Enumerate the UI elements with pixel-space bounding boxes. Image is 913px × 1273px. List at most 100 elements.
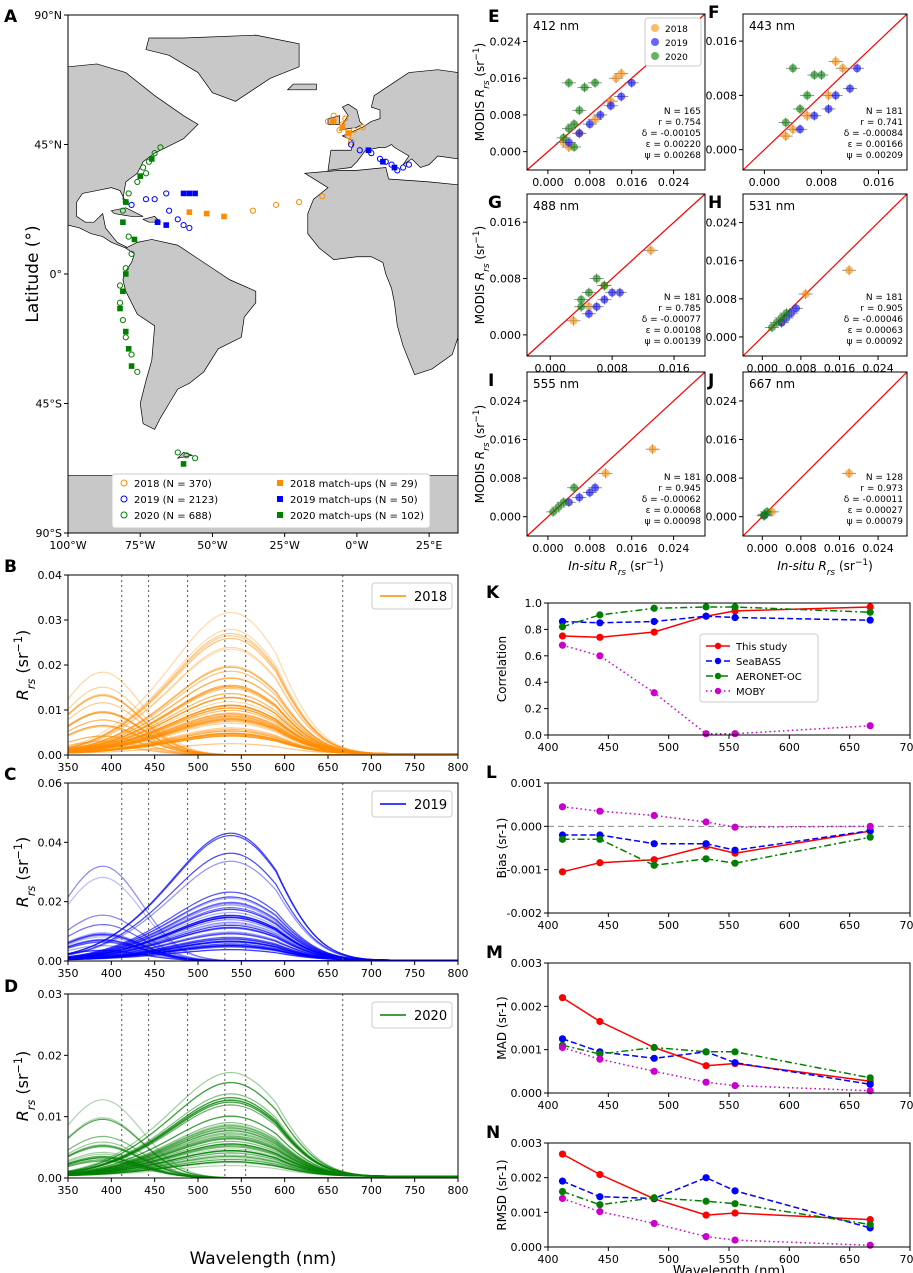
series-point-moby [596, 1055, 604, 1063]
map-ytick-label: 45°N [34, 139, 62, 152]
series-point-this-study [650, 628, 658, 636]
scatter-legend-marker [651, 38, 659, 46]
stat-line: δ = -0.00077 [642, 315, 701, 325]
map-ytick-label: 45°S [36, 398, 62, 411]
map-point-2020 [142, 170, 150, 177]
series-point-moby [650, 811, 658, 820]
series-line-seabass [562, 615, 871, 624]
spectrum-line-D [68, 1158, 458, 1178]
series-point-seabass [731, 1187, 739, 1195]
map-point-2019 [163, 190, 170, 197]
series-point-moby [731, 823, 739, 831]
scatter-I-xtick-label: 0.008 [574, 542, 606, 555]
spectra-D-xtick-label: 800 [448, 1184, 469, 1197]
scatter-G-ytick-label: 0.000 [490, 329, 522, 342]
series-point-moby [558, 803, 567, 811]
matchup-point-2020 [591, 78, 600, 87]
scatter-ytick-label: 0.008 [706, 293, 738, 306]
map-point-2019 [405, 161, 412, 168]
matchup-point-2019 [796, 125, 805, 134]
spectrum-line-D [68, 1156, 458, 1178]
stats-N-ytick-label: 0.000 [511, 1241, 543, 1254]
stat-line: ψ = 0.00268 [645, 151, 702, 161]
map-point-2018-match-ups [339, 124, 346, 131]
spectra-C-xtick-label: 400 [101, 967, 122, 980]
scatter-ytick-label: 0.016 [706, 434, 738, 447]
spectra-D-ytick-label: 0.01 [38, 1111, 63, 1124]
map-legend-label: 2020 (N = 688) [134, 511, 212, 522]
matchup-point-2019 [792, 304, 801, 313]
panel-letter-m: M [486, 943, 503, 963]
one-to-one-line [742, 13, 908, 171]
spectrum-line-D [68, 1157, 458, 1178]
scatter-H-xtick-label: 0.016 [824, 362, 856, 375]
map-point-2020 [122, 265, 129, 272]
series-line-moby [562, 1046, 871, 1092]
map-point-2020 [134, 368, 141, 375]
stat-line: ε = 0.00068 [646, 506, 702, 516]
matchup-point-2019 [585, 120, 594, 129]
matchup-point-2020 [781, 118, 790, 127]
spectrum-line-C [68, 933, 458, 961]
spectrum-line-B [68, 686, 458, 755]
rrs-axis-label: Rrs (sr−1) [12, 630, 38, 701]
series-point-seabass [596, 619, 604, 627]
series-point-seabass [731, 613, 739, 622]
panel-letter-i: I [488, 371, 494, 391]
series-line-aeronet-oc [562, 1044, 871, 1079]
stats-L-xtick-label: 700 [900, 919, 913, 932]
scatter-H-xtick-label: 0.024 [862, 362, 894, 375]
spectrum-line-B [68, 611, 458, 755]
stats-K-xtick-label: 400 [538, 741, 559, 754]
matchup-point-2020 [559, 133, 568, 142]
series-point-aeronet-oc [731, 603, 739, 611]
matchup-point-2020 [759, 511, 768, 520]
north-america-land [67, 63, 199, 252]
insitu-xlabel: In-situ Rrs (sr−1) [777, 558, 873, 578]
spectra-D-xtick-label: 400 [101, 1184, 122, 1197]
map-point-2018-match-ups [203, 210, 210, 217]
series-point-aeronet-oc [596, 835, 604, 843]
series-point-this-study [650, 856, 658, 864]
stats-L-xtick-label: 600 [779, 919, 800, 932]
spectra-C-xtick-label: 600 [274, 967, 295, 980]
series-point-moby [866, 1241, 874, 1249]
map-point-2019-match-ups [391, 164, 398, 171]
map-point-2020 [128, 351, 135, 358]
spectrum-line-D [68, 1146, 458, 1178]
matchup-point-2019 [591, 483, 600, 492]
scatter-I-ytick-label: 0.008 [490, 472, 522, 485]
map-legend-label: 2018 (N = 370) [134, 479, 212, 490]
spectra-group-D [68, 1071, 458, 1178]
series-point-aeronet-oc [650, 861, 658, 869]
panel-letter-j: J [707, 371, 714, 391]
panel-letter-a: A [4, 7, 18, 27]
spectrum-line-C [68, 944, 458, 961]
spectra-C-ytick-label: 0.02 [38, 896, 63, 909]
matchup-point-2020 [559, 498, 568, 507]
stats-K-ytick-label: 0.2 [525, 703, 543, 716]
spectra-B-xtick-label: 500 [188, 761, 209, 774]
map-point-2020-match-ups [120, 219, 126, 225]
map-point-2018 [342, 115, 349, 122]
matchup-point-2019 [845, 84, 854, 93]
scatter-J-xtick-label: 0.008 [785, 542, 817, 555]
matchup-point-2019 [810, 111, 819, 120]
spectra-B-ytick-label: 0.04 [38, 569, 63, 582]
spectrum-line-B [68, 726, 458, 755]
series-line-seabass [562, 829, 871, 851]
series-point-moby [702, 1078, 710, 1086]
scatter-E-ytick-label: 0.000 [490, 146, 522, 159]
map-point-2020 [116, 282, 124, 289]
panel-letter-d: D [4, 977, 18, 997]
stats-K-xtick-label: 600 [779, 741, 800, 754]
stats-M-xtick-label: 600 [779, 1099, 800, 1112]
spectrum-line-B [68, 730, 458, 755]
spectra-B-xtick-label: 650 [318, 761, 339, 774]
map-point-2018-match-ups [330, 118, 337, 125]
scatter-ytick-label: 0.016 [706, 35, 738, 48]
spectrum-line-D [68, 1135, 458, 1177]
map-point-2020-match-ups [131, 236, 138, 243]
spectrum-line-B [68, 724, 458, 755]
stats-K-xtick-label: 450 [598, 741, 619, 754]
